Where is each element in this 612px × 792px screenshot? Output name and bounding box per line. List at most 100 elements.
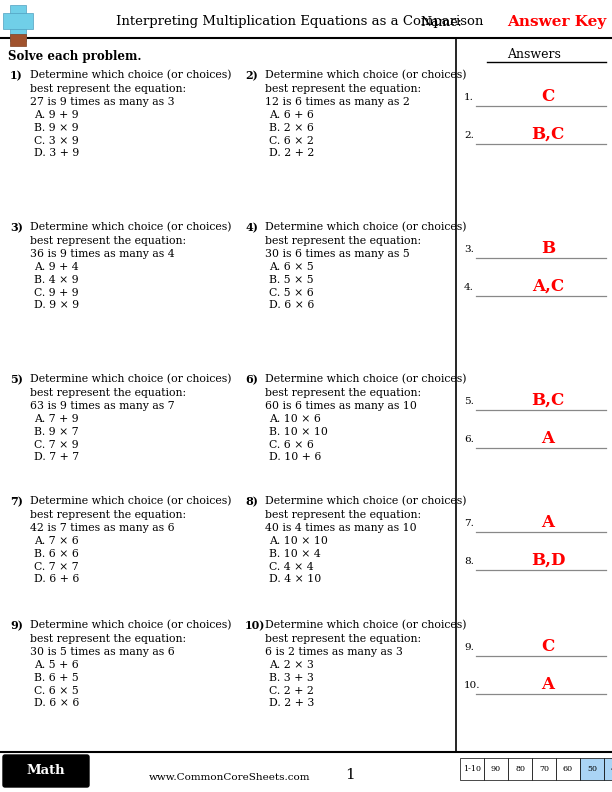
Text: D. 10 + 6: D. 10 + 6 [269, 452, 321, 462]
Text: best represent the equation:: best represent the equation: [30, 509, 186, 520]
Text: 90: 90 [491, 765, 501, 773]
Text: best represent the equation:: best represent the equation: [265, 387, 421, 398]
Text: Solve each problem.: Solve each problem. [8, 50, 141, 63]
Bar [484, 758, 508, 780]
Text: 3): 3) [10, 222, 23, 233]
Text: A. 10 × 10: A. 10 × 10 [269, 536, 328, 546]
Text: best represent the equation:: best represent the equation: [265, 83, 421, 93]
Text: 1-10: 1-10 [463, 765, 481, 773]
Text: C. 4 × 4: C. 4 × 4 [269, 562, 313, 572]
Text: B. 9 × 7: B. 9 × 7 [34, 427, 78, 437]
Text: C. 6 × 5: C. 6 × 5 [34, 686, 79, 695]
Text: C. 7 × 9: C. 7 × 9 [34, 440, 78, 450]
Text: 9.: 9. [464, 643, 474, 653]
Text: best represent the equation:: best represent the equation: [30, 387, 186, 398]
Bar [3, 13, 33, 29]
Text: D. 2 + 3: D. 2 + 3 [269, 698, 315, 708]
Text: B. 6 × 6: B. 6 × 6 [34, 549, 79, 559]
Text: C. 7 × 7: C. 7 × 7 [34, 562, 78, 572]
Text: 6 is 2 times as many as 3: 6 is 2 times as many as 3 [265, 647, 403, 657]
Bar [460, 758, 484, 780]
Text: Determine which choice (or choices): Determine which choice (or choices) [30, 70, 231, 80]
Text: D. 6 × 6: D. 6 × 6 [269, 300, 315, 310]
Text: best represent the equation:: best represent the equation: [30, 83, 186, 93]
Text: 30 is 5 times as many as 6: 30 is 5 times as many as 6 [30, 647, 175, 657]
Text: best represent the equation:: best represent the equation: [265, 634, 421, 643]
Text: 36 is 9 times as many as 4: 36 is 9 times as many as 4 [30, 249, 174, 259]
Text: B. 5 × 5: B. 5 × 5 [269, 275, 313, 285]
Text: 7.: 7. [464, 520, 474, 528]
Text: A. 6 + 6: A. 6 + 6 [269, 111, 314, 120]
Text: Math: Math [27, 764, 65, 778]
Text: 70: 70 [539, 765, 549, 773]
Text: 80: 80 [515, 765, 525, 773]
Text: C. 6 × 6: C. 6 × 6 [269, 440, 314, 450]
Text: A: A [542, 514, 554, 531]
Text: Answers: Answers [507, 48, 561, 61]
Text: A,C: A,C [532, 278, 564, 295]
Text: Determine which choice (or choices): Determine which choice (or choices) [30, 620, 231, 630]
Text: A: A [542, 676, 554, 693]
Text: Interpreting Multiplication Equations as a Comparison: Interpreting Multiplication Equations as… [116, 16, 483, 29]
Bar [556, 758, 580, 780]
Text: D. 3 + 9: D. 3 + 9 [34, 148, 79, 158]
Text: 60: 60 [563, 765, 573, 773]
Text: 1.: 1. [464, 93, 474, 102]
Text: 8): 8) [245, 496, 258, 507]
Text: 50: 50 [587, 765, 597, 773]
Text: 1): 1) [10, 70, 23, 81]
Text: Determine which choice (or choices): Determine which choice (or choices) [265, 620, 466, 630]
Text: B. 10 × 10: B. 10 × 10 [269, 427, 328, 437]
Text: D. 7 + 7: D. 7 + 7 [34, 452, 79, 462]
Text: A. 10 × 6: A. 10 × 6 [269, 414, 321, 425]
Text: 63 is 9 times as many as 7: 63 is 9 times as many as 7 [30, 401, 174, 411]
Text: 3.: 3. [464, 246, 474, 254]
Text: Determine which choice (or choices): Determine which choice (or choices) [265, 222, 466, 232]
Text: B. 3 + 3: B. 3 + 3 [269, 673, 314, 683]
Text: D. 6 × 6: D. 6 × 6 [34, 698, 80, 708]
Text: 4): 4) [245, 222, 258, 233]
Text: 5.: 5. [464, 398, 474, 406]
Text: 60 is 6 times as many as 10: 60 is 6 times as many as 10 [265, 401, 417, 411]
Text: 5): 5) [10, 374, 23, 385]
Text: B,D: B,D [531, 552, 565, 569]
Text: A. 9 + 9: A. 9 + 9 [34, 111, 78, 120]
Text: Determine which choice (or choices): Determine which choice (or choices) [30, 496, 231, 506]
Text: 10.: 10. [464, 681, 480, 691]
Text: C. 2 + 2: C. 2 + 2 [269, 686, 314, 695]
Text: C: C [542, 638, 554, 655]
Text: 9): 9) [10, 620, 23, 631]
Bar [532, 758, 556, 780]
Text: Answer Key: Answer Key [507, 15, 606, 29]
Text: A. 7 × 6: A. 7 × 6 [34, 536, 79, 546]
Text: B,C: B,C [531, 126, 565, 143]
Text: D. 2 + 2: D. 2 + 2 [269, 148, 315, 158]
Bar [604, 758, 612, 780]
Text: A. 5 + 6: A. 5 + 6 [34, 661, 79, 671]
Text: D. 4 × 10: D. 4 × 10 [269, 574, 321, 584]
Bar [580, 758, 604, 780]
Text: 7): 7) [10, 496, 23, 507]
Text: A. 7 + 9: A. 7 + 9 [34, 414, 78, 425]
Bar [10, 34, 26, 46]
Bar [508, 758, 532, 780]
Text: Determine which choice (or choices): Determine which choice (or choices) [30, 222, 231, 232]
FancyBboxPatch shape [3, 755, 89, 787]
Text: 2): 2) [245, 70, 258, 81]
Text: A. 2 × 3: A. 2 × 3 [269, 661, 314, 671]
Text: C: C [542, 88, 554, 105]
Text: B. 9 × 9: B. 9 × 9 [34, 123, 78, 133]
Text: B: B [541, 240, 555, 257]
Text: 40: 40 [611, 765, 612, 773]
Text: 6): 6) [245, 374, 258, 385]
Text: best represent the equation:: best represent the equation: [265, 509, 421, 520]
Text: C. 5 × 6: C. 5 × 6 [269, 287, 314, 298]
Text: D. 9 × 9: D. 9 × 9 [34, 300, 79, 310]
Text: 12 is 6 times as many as 2: 12 is 6 times as many as 2 [265, 97, 410, 107]
Text: www.CommonCoreSheets.com: www.CommonCoreSheets.com [149, 774, 311, 782]
Text: Determine which choice (or choices): Determine which choice (or choices) [265, 374, 466, 384]
Text: B. 2 × 6: B. 2 × 6 [269, 123, 314, 133]
Text: 2.: 2. [464, 131, 474, 140]
Text: 27 is 9 times as many as 3: 27 is 9 times as many as 3 [30, 97, 174, 107]
Text: Determine which choice (or choices): Determine which choice (or choices) [265, 496, 466, 506]
